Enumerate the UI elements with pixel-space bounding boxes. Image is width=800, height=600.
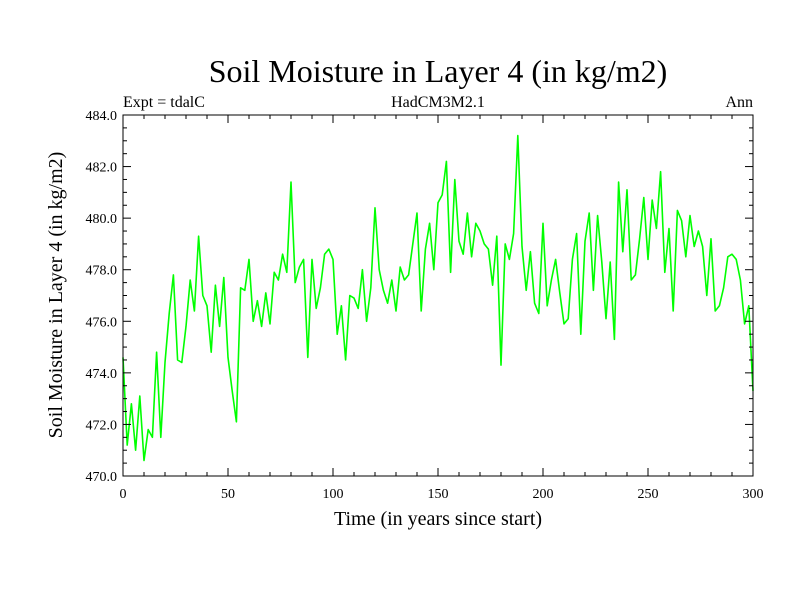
x-tick-label: 250 <box>638 487 659 502</box>
x-tick-label: 50 <box>221 487 235 502</box>
y-tick-label: 480.0 <box>86 212 118 227</box>
x-tick-label: 300 <box>743 487 764 502</box>
y-tick-label: 470.0 <box>86 470 118 485</box>
axis-ticks-group: 0 50 100 150 200 250 300 470.0 472.0 474.0 476.0 47… <box>86 109 764 502</box>
y-tick-label: 476.0 <box>86 315 118 330</box>
y-tick-label: 474.0 <box>86 367 118 382</box>
x-tick-label: 100 <box>323 487 344 502</box>
plot-line-group <box>122 134 754 462</box>
y-axis-label: Soil Moisture in Layer 4 (in kg/m2) <box>45 152 67 439</box>
chart-title: Soil Moisture in Layer 4 (in kg/m2) <box>209 53 668 89</box>
y-tick-label: 484.0 <box>86 109 118 124</box>
x-tick-label: 150 <box>428 487 449 502</box>
experiment-label: Expt = tdalC <box>123 94 205 111</box>
x-axis-label: Time (in years since start) <box>334 508 542 530</box>
model-label: HadCM3M2.1 <box>391 94 485 111</box>
x-tick-label: 0 <box>120 487 127 502</box>
plot-frame <box>122 114 754 477</box>
y-tick-label: 482.0 <box>86 161 118 176</box>
y-tick-label: 472.0 <box>86 418 118 433</box>
x-tick-label: 200 <box>533 487 554 502</box>
y-tick-label: 478.0 <box>86 264 118 279</box>
period-label: Ann <box>725 94 753 111</box>
soil-moisture-series-line <box>122 134 754 462</box>
